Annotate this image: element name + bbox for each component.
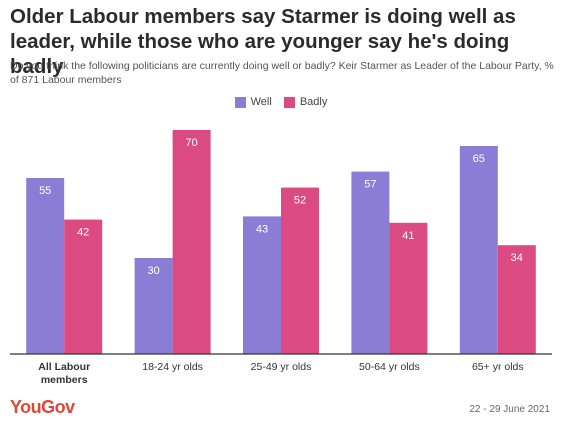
bar-well-2 xyxy=(243,216,281,354)
legend-item-well: Well xyxy=(234,96,272,108)
yougov-logo: YouGov xyxy=(10,397,75,417)
data-label-badly-3: 41 xyxy=(402,230,414,242)
bar-badly-2 xyxy=(281,187,319,354)
category-label-0: All Labour members xyxy=(38,361,90,386)
fieldwork-date: 22 - 29 June 2021 xyxy=(469,404,550,415)
legend-label-badly: Badly xyxy=(299,96,328,108)
chart-subtitle: Do you think the following politicians a… xyxy=(10,60,554,86)
data-label-well-3: 57 xyxy=(364,179,376,191)
data-label-badly-1: 70 xyxy=(185,137,197,149)
data-label-well-4: 65 xyxy=(473,153,485,165)
legend-label-well: Well xyxy=(250,96,272,108)
bar-well-4 xyxy=(459,146,498,354)
bar-badly-3 xyxy=(389,222,428,354)
data-label-badly-2: 52 xyxy=(294,195,306,207)
category-label-4: 65+ yr olds xyxy=(472,361,524,373)
category-label-3: 50-64 yr olds xyxy=(359,361,420,373)
data-label-well-0: 55 xyxy=(39,185,51,197)
category-label-1: 18-24 yr olds xyxy=(142,361,203,373)
data-label-well-2: 43 xyxy=(256,223,268,235)
bar-badly-1 xyxy=(172,130,211,354)
bar-badly-4 xyxy=(497,245,536,354)
data-label-well-1: 30 xyxy=(147,265,159,277)
bar-badly-0 xyxy=(64,219,103,354)
data-label-badly-4: 34 xyxy=(511,252,523,264)
bar-well-1 xyxy=(134,258,173,354)
chart-title: Older Labour members say Starmer is doin… xyxy=(10,5,516,78)
data-label-badly-0: 42 xyxy=(77,227,89,239)
legend-swatch-badly xyxy=(283,96,295,108)
category-label-2: 25-49 yr olds xyxy=(251,361,312,373)
bar-well-3 xyxy=(351,171,390,354)
bar-well-0 xyxy=(26,178,65,354)
legend-item-badly: Badly xyxy=(283,96,328,108)
legend: Well Badly xyxy=(0,96,562,108)
legend-swatch-well xyxy=(234,96,246,108)
